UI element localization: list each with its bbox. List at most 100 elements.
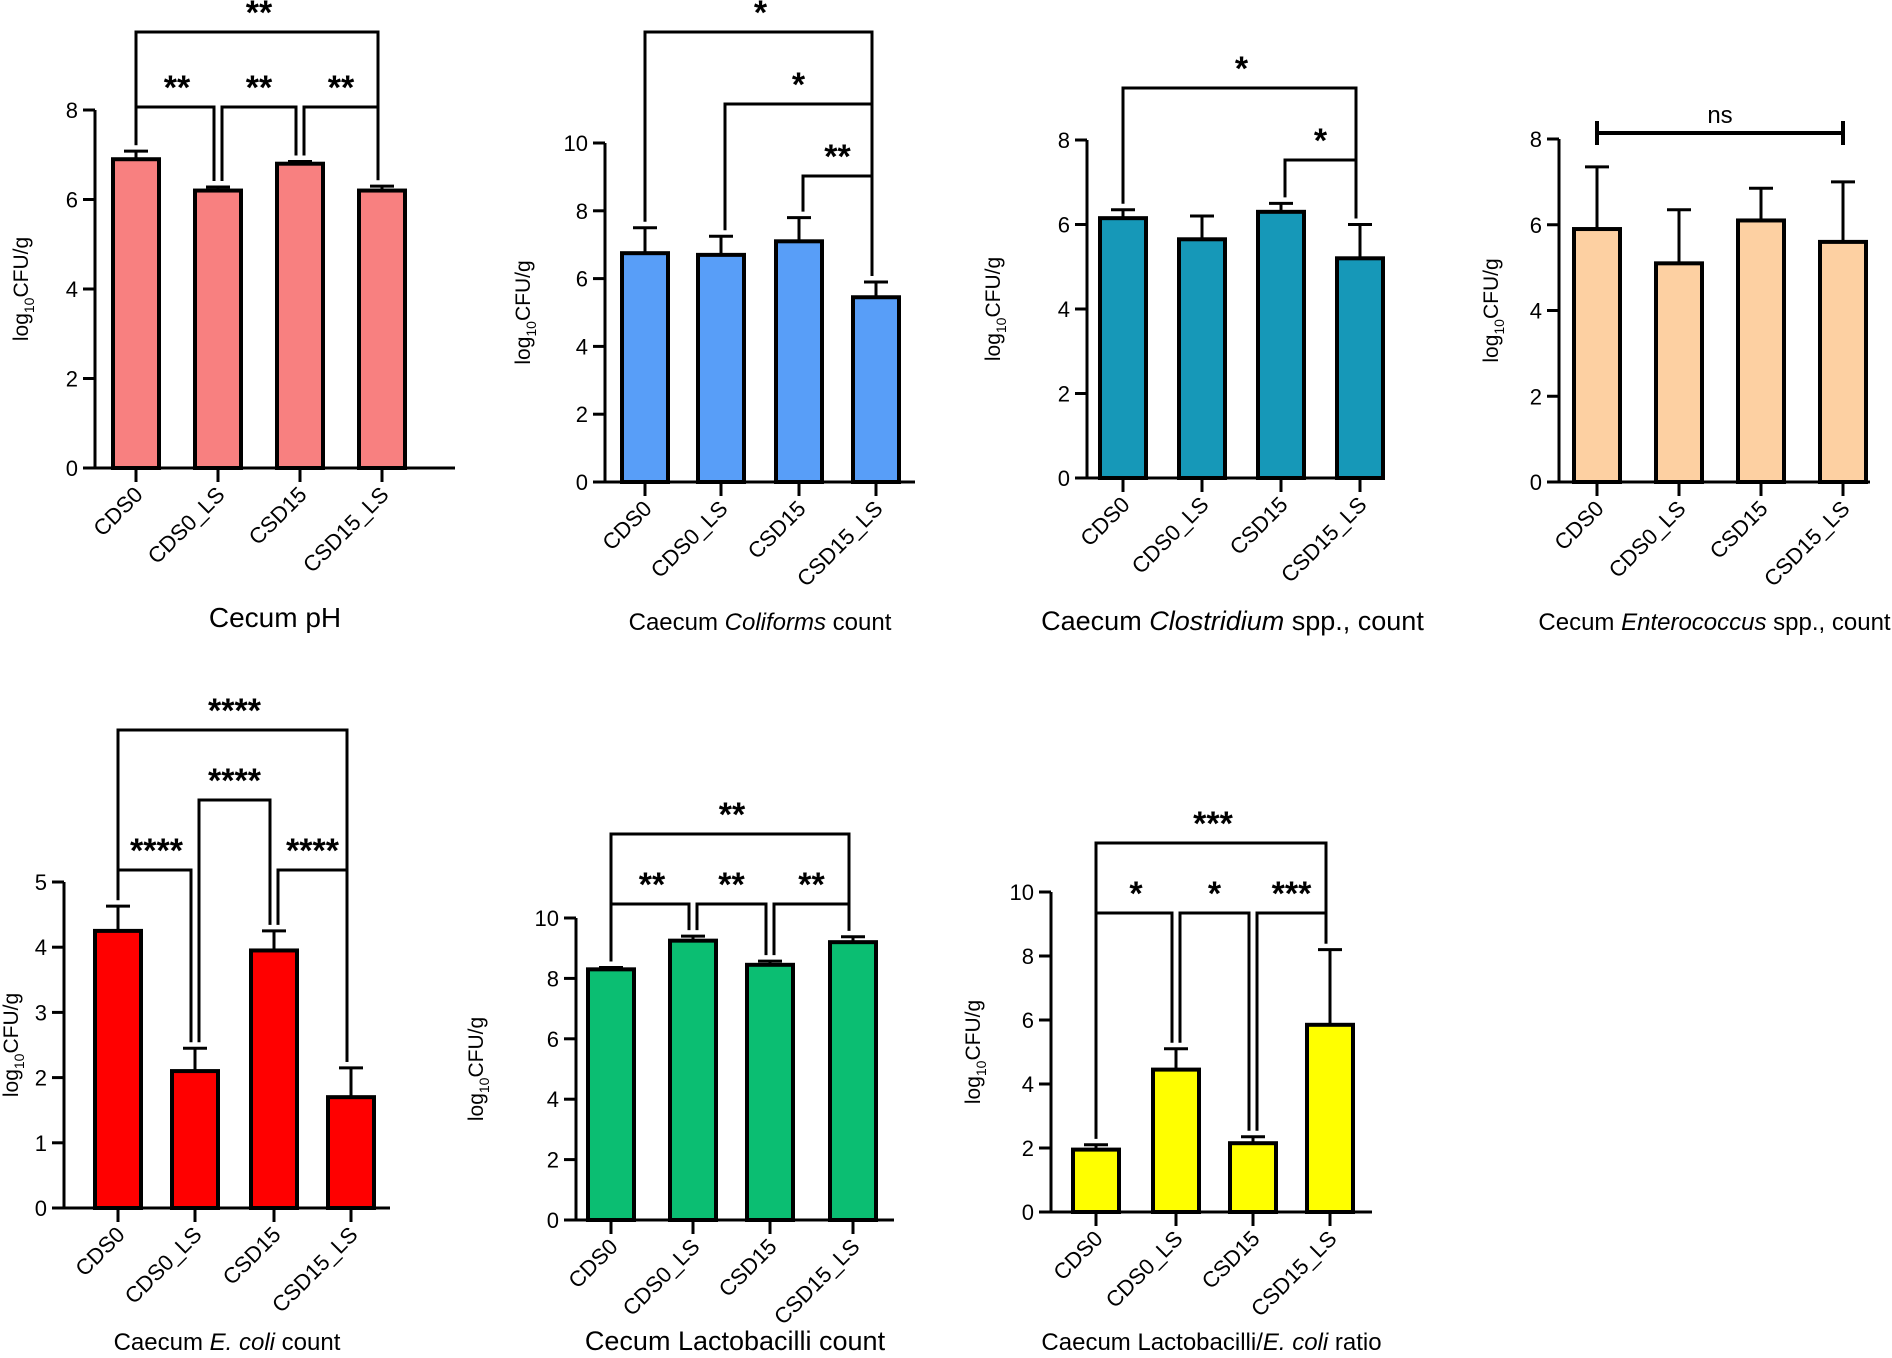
y-tick-label: 1 — [35, 1131, 47, 1156]
bar — [851, 295, 901, 484]
y-tick-label: 6 — [1530, 213, 1542, 238]
y-tick-label: 8 — [1058, 128, 1070, 153]
y-axis-label: log10CFU/g — [465, 1017, 492, 1121]
chart-title-part: Caecum — [1041, 606, 1149, 636]
y-axis-label-rest: CFU/g — [512, 260, 535, 321]
significance-bracket — [197, 798, 272, 1043]
significance-bracket — [116, 868, 193, 1043]
bar — [1228, 1141, 1278, 1214]
x-tick-label: CDS0_LS — [1604, 496, 1691, 583]
y-tick-label: 10 — [564, 131, 588, 156]
significance-bracket — [1178, 911, 1251, 1131]
x-tick-label: CDS0 — [88, 482, 147, 541]
bar — [774, 239, 824, 484]
significance-label: ** — [246, 69, 273, 107]
significance-label: **** — [286, 832, 340, 870]
significance-bracket — [302, 105, 380, 181]
y-axis-label-sub: 10 — [993, 317, 1009, 333]
significance-bracket — [609, 832, 851, 962]
significance-label: * — [1314, 122, 1328, 160]
x-tick-label: CDS0_LS — [646, 496, 733, 583]
y-tick-label: 2 — [35, 1066, 47, 1091]
bar — [111, 157, 161, 470]
significance-bracket — [1094, 911, 1174, 1139]
significance-label: *** — [1193, 805, 1233, 843]
bar — [170, 1069, 220, 1210]
y-axis-label: log10CFU/g — [1480, 258, 1507, 362]
chart-title-part: E. coli — [210, 1329, 276, 1356]
bar — [1151, 1067, 1201, 1214]
significance-bracket — [695, 902, 768, 956]
significance-bracket — [801, 174, 874, 276]
y-axis-label-rest: CFU/g — [0, 993, 23, 1054]
y-axis-label: log10CFU/g — [982, 257, 1009, 361]
bar — [828, 940, 878, 1222]
x-tick-label: CDS0 — [597, 496, 656, 555]
bar — [1335, 256, 1385, 480]
significance-label: ** — [718, 866, 745, 904]
chart-title-part: count — [826, 609, 892, 636]
chart-title-part: E. coli — [1263, 1329, 1329, 1356]
bar — [668, 938, 718, 1223]
bar — [1572, 227, 1622, 484]
chart-title-part: Caecum Lactobacilli/ — [1041, 1329, 1263, 1356]
significance-bracket — [609, 902, 691, 962]
y-axis-label-base: log — [465, 1093, 488, 1121]
x-tick-label: CSD15_LS — [298, 482, 394, 578]
chart-title: Caecum Clostridium spp., count — [1041, 606, 1424, 636]
y-axis-label-base: log — [512, 337, 535, 365]
significance-label: * — [1129, 875, 1143, 913]
significance-label: ** — [246, 0, 273, 32]
bar — [696, 252, 746, 484]
y-tick-label: 0 — [576, 470, 588, 495]
y-tick-label: 6 — [576, 267, 588, 292]
y-tick-label: 0 — [547, 1208, 559, 1233]
chart-title-part: ratio — [1328, 1329, 1381, 1356]
y-tick-label: 2 — [576, 402, 588, 427]
significance-label: * — [792, 66, 806, 104]
y-tick-label: 4 — [1530, 299, 1542, 324]
x-tick-label: CDS0 — [1549, 496, 1608, 555]
significance-bracket — [1121, 86, 1358, 219]
chart-title: Caecum Lactobacilli/E. coli ratio — [1041, 1329, 1381, 1356]
x-tick-label: CDS0 — [1048, 1226, 1107, 1285]
y-axis-label-base: log — [982, 333, 1005, 361]
bar — [1071, 1147, 1121, 1214]
chart-title-part: Enterococcus — [1621, 609, 1766, 636]
y-tick-label: 3 — [35, 1000, 47, 1025]
bar — [326, 1095, 376, 1211]
y-tick-label: 4 — [66, 277, 78, 302]
x-tick-label: CDS0_LS — [618, 1234, 705, 1321]
y-axis-label-base: log — [0, 1069, 23, 1097]
significance-label: *** — [1272, 875, 1312, 913]
significance-label: ns — [1707, 102, 1732, 129]
y-tick-label: 10 — [1010, 880, 1034, 905]
significance-label: ** — [164, 69, 191, 107]
bar — [357, 188, 407, 471]
y-tick-label: 0 — [66, 456, 78, 481]
y-axis-label-sub: 10 — [1491, 319, 1507, 335]
significance-bracket — [220, 105, 298, 181]
significance-label: ** — [639, 866, 666, 904]
y-axis-label-sub: 10 — [476, 1077, 492, 1093]
y-tick-label: 0 — [1530, 470, 1542, 495]
x-tick-label: CDS0_LS — [1101, 1226, 1188, 1313]
x-tick-label: CSD15 — [218, 1222, 286, 1290]
y-tick-label: 2 — [1058, 382, 1070, 407]
x-tick-label: CSD15_LS — [1759, 496, 1855, 592]
x-tick-label: CDS0_LS — [120, 1222, 207, 1309]
y-tick-label: 10 — [535, 906, 559, 931]
x-tick-label: CDS0_LS — [143, 482, 230, 569]
chart-title-part: Caecum — [114, 1329, 210, 1356]
y-tick-label: 0 — [35, 1196, 47, 1221]
chart-title-part: Coliforms — [725, 609, 826, 636]
bar — [1736, 218, 1786, 484]
chart-title-part: Cecum — [1538, 609, 1621, 636]
bar — [1256, 209, 1306, 480]
significance-label: **** — [208, 762, 262, 800]
